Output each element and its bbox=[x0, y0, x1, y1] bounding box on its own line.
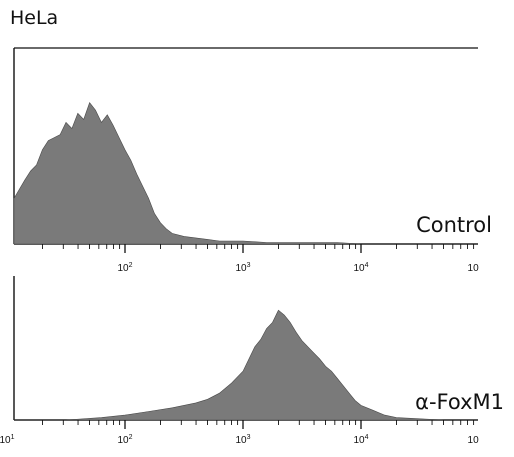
foxm1-x-tick-label-4: 10 bbox=[468, 435, 480, 446]
control-x-tick-label-3: 104 bbox=[353, 262, 368, 274]
foxm1-x-tick-label-2: 103 bbox=[235, 434, 250, 446]
control-panel: 010210310410 Control bbox=[13, 47, 492, 274]
control-x-tick-label-2: 103 bbox=[235, 262, 250, 274]
foxm1-label: α-FoxM1 bbox=[415, 390, 504, 414]
foxm1-x-tick-labels: 101 102 103 104 10 bbox=[0, 434, 479, 446]
foxm1-x-tick-label-1: 102 bbox=[117, 434, 132, 446]
figure-title: HeLa bbox=[10, 7, 58, 29]
control-x-ticks bbox=[42, 244, 475, 253]
control-x-tick-labels: 010210310410 bbox=[117, 262, 480, 274]
foxm1-x-ticks bbox=[42, 420, 475, 429]
control-x-tick-label-1: 102 bbox=[117, 262, 132, 274]
control-x-tick-label-4: 10 bbox=[468, 263, 480, 274]
foxm1-x-tick-label-3: 104 bbox=[353, 434, 368, 446]
control-label: Control bbox=[416, 213, 492, 237]
foxm1-x-tick-label-0: 101 bbox=[0, 434, 15, 446]
foxm1-panel: 101 102 103 104 10 α-FoxM1 bbox=[0, 276, 504, 446]
control-histogram bbox=[13, 101, 478, 245]
foxm1-histogram bbox=[14, 309, 478, 421]
